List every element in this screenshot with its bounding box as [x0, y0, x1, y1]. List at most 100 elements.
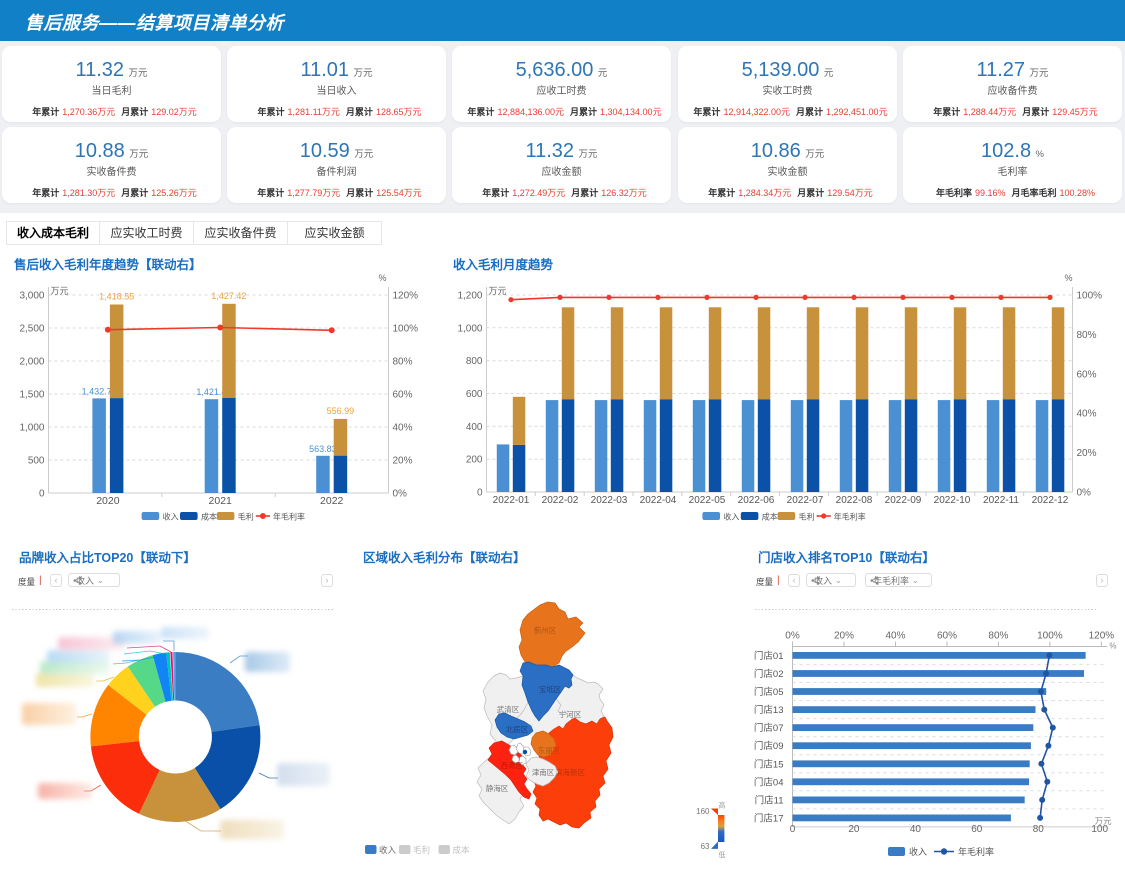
svg-text:北辰区: 北辰区 [506, 725, 529, 734]
svg-text:800: 800 [466, 356, 483, 367]
svg-text:20%: 20% [1077, 448, 1097, 459]
svg-text:年毛利率: 年毛利率 [273, 512, 305, 522]
svg-text:3,000: 3,000 [19, 291, 44, 302]
svg-text:563.83: 563.83 [309, 444, 337, 454]
svg-text:滨海新区: 滨海新区 [555, 767, 585, 777]
svg-text:1,500: 1,500 [19, 390, 44, 401]
svg-text:宁河区: 宁河区 [559, 709, 582, 719]
svg-text:1,418.55: 1,418.55 [99, 292, 134, 302]
svg-text:80%: 80% [393, 357, 413, 368]
svg-text:年毛利率: 年毛利率 [834, 512, 866, 522]
svg-text:100%: 100% [1037, 631, 1063, 642]
svg-text:40: 40 [910, 824, 922, 835]
svg-text:40%: 40% [393, 423, 413, 434]
svg-text:门店02: 门店02 [754, 668, 784, 680]
svg-text:80: 80 [1033, 824, 1045, 835]
svg-text:毛利: 毛利 [238, 512, 254, 522]
svg-text:1,200: 1,200 [457, 291, 482, 302]
svg-text:100%: 100% [393, 324, 419, 335]
svg-text:门店05: 门店05 [754, 686, 784, 698]
svg-text:0: 0 [790, 824, 796, 835]
svg-text:556.99: 556.99 [327, 406, 355, 416]
svg-text:2022-08: 2022-08 [836, 495, 873, 506]
svg-text:200: 200 [466, 455, 483, 466]
svg-text:60%: 60% [937, 631, 957, 642]
svg-text:2022-03: 2022-03 [591, 495, 628, 506]
svg-text:门店15: 门店15 [754, 758, 784, 770]
svg-text:40%: 40% [1077, 409, 1097, 420]
svg-text:门店04: 门店04 [754, 776, 784, 788]
svg-text:成本: 成本 [453, 845, 471, 855]
svg-text:2022-05: 2022-05 [689, 495, 726, 506]
svg-text:100: 100 [1091, 824, 1108, 835]
svg-text:静海区: 静海区 [486, 783, 509, 793]
svg-text:500: 500 [28, 456, 45, 467]
svg-text:门店09: 门店09 [754, 740, 784, 752]
svg-text:1,000: 1,000 [19, 423, 44, 434]
svg-text:万元: 万元 [489, 286, 507, 296]
svg-text:2022-09: 2022-09 [885, 495, 922, 506]
svg-text:门店13: 门店13 [754, 704, 784, 716]
svg-text:2,500: 2,500 [19, 324, 44, 335]
svg-text:2022-01: 2022-01 [493, 495, 530, 506]
svg-text:低: 低 [719, 850, 726, 859]
svg-text:万元: 万元 [1095, 816, 1113, 826]
svg-text:20%: 20% [834, 631, 854, 642]
svg-text:0%: 0% [785, 631, 800, 642]
svg-text:成本: 成本 [762, 512, 778, 522]
svg-text:2022-06: 2022-06 [738, 495, 775, 506]
svg-text:2022-02: 2022-02 [542, 495, 579, 506]
svg-text:2,000: 2,000 [19, 357, 44, 368]
svg-text:东丽区: 东丽区 [538, 745, 561, 755]
svg-text:西青区: 西青区 [501, 760, 524, 770]
svg-text:100%: 100% [1077, 291, 1103, 302]
svg-text:20: 20 [848, 824, 860, 835]
svg-text:0: 0 [39, 489, 45, 500]
svg-text:63: 63 [701, 842, 710, 851]
svg-text:门店17: 门店17 [754, 812, 784, 824]
svg-text:20%: 20% [393, 456, 413, 467]
svg-text:2022-11: 2022-11 [983, 495, 1019, 506]
svg-text:2022-07: 2022-07 [787, 495, 824, 506]
svg-text:高: 高 [719, 801, 726, 810]
svg-text:0%: 0% [393, 489, 408, 500]
svg-text:0%: 0% [1077, 488, 1092, 499]
svg-text:万元: 万元 [51, 286, 69, 296]
svg-text:2022-04: 2022-04 [640, 495, 677, 506]
svg-text:40%: 40% [885, 631, 905, 642]
svg-text:成本: 成本 [201, 512, 217, 522]
svg-text:60%: 60% [393, 390, 413, 401]
svg-text:2020: 2020 [96, 495, 120, 507]
svg-text:2022-12: 2022-12 [1032, 495, 1069, 506]
svg-text:收入: 收入 [379, 845, 397, 855]
svg-text:毛利: 毛利 [799, 512, 815, 522]
svg-text:%: % [1065, 273, 1073, 283]
svg-text:2022-10: 2022-10 [934, 495, 971, 506]
svg-text:600: 600 [466, 389, 483, 400]
svg-text:0: 0 [477, 488, 483, 499]
svg-text:蓟州区: 蓟州区 [534, 625, 557, 635]
svg-text:120%: 120% [1089, 631, 1115, 642]
svg-text:武清区: 武清区 [497, 704, 520, 714]
svg-text:门店07: 门店07 [754, 722, 784, 734]
svg-text:宝坻区: 宝坻区 [539, 684, 562, 694]
svg-text:1,421.4: 1,421.4 [196, 387, 226, 397]
svg-text:%: % [1109, 642, 1116, 651]
svg-text:400: 400 [466, 422, 483, 433]
svg-text:160: 160 [696, 807, 710, 816]
svg-text:1,000: 1,000 [457, 323, 482, 334]
svg-text:收入: 收入 [909, 846, 927, 857]
svg-text:2021: 2021 [209, 495, 233, 507]
svg-text:门店01: 门店01 [754, 650, 784, 662]
svg-text:80%: 80% [1077, 330, 1097, 341]
svg-text:1,432.77: 1,432.77 [82, 386, 117, 396]
svg-text:120%: 120% [393, 291, 419, 302]
svg-text:收入: 收入 [163, 512, 179, 522]
svg-text:1,427.42: 1,427.42 [211, 291, 246, 301]
svg-text:收入: 收入 [723, 512, 739, 522]
svg-text:年毛利率: 年毛利率 [958, 846, 994, 857]
svg-text:2022: 2022 [320, 495, 344, 507]
svg-text:门店11: 门店11 [755, 794, 784, 806]
svg-text:津南区: 津南区 [532, 767, 555, 777]
svg-text:80%: 80% [988, 631, 1008, 642]
